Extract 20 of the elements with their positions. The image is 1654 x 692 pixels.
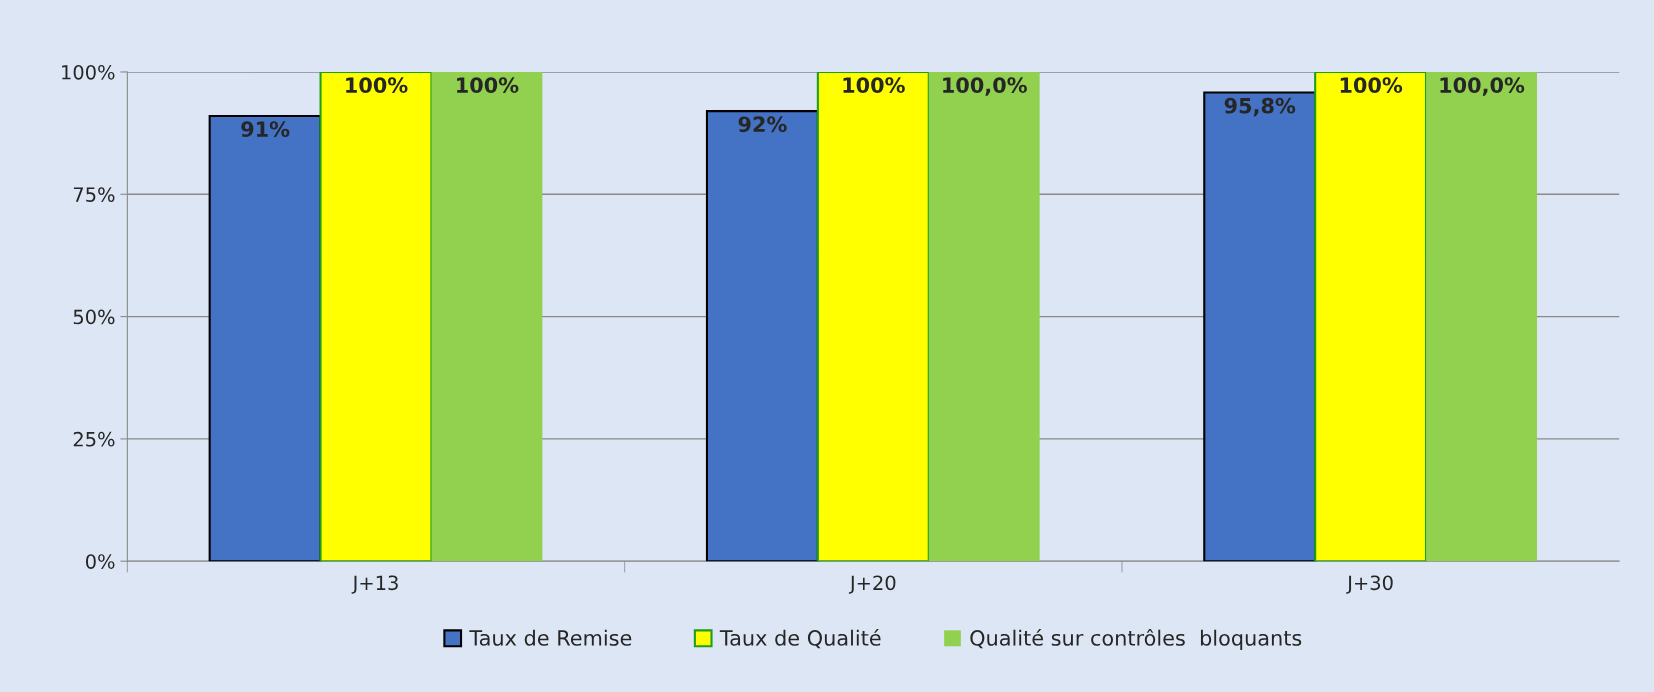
y-tick-label: 25% xyxy=(73,431,115,447)
y-tick-label: 0% xyxy=(85,554,115,569)
x-tick-label: J+20 xyxy=(848,575,896,594)
legend-label: Taux de Remise xyxy=(469,629,632,646)
data-label: 100% xyxy=(457,77,519,93)
data-label: 100,0% xyxy=(943,77,1027,96)
data-label: 100,0% xyxy=(1440,77,1525,96)
legend-label: Taux de Qualité xyxy=(719,628,881,649)
data-label: 91% xyxy=(241,121,290,138)
data-label: 100% xyxy=(843,77,905,93)
x-tick-label: J+13 xyxy=(351,575,398,594)
legend-label: Qualité sur contrôles bloquants xyxy=(970,628,1302,650)
data-label: 100% xyxy=(1340,77,1403,93)
y-tick-label: 50% xyxy=(73,309,115,325)
x-tick-label: J+30 xyxy=(1346,575,1393,594)
data-label: 100% xyxy=(346,77,408,93)
y-tick-label: 75% xyxy=(73,187,115,202)
data-label: 95,8% xyxy=(1224,97,1296,117)
y-tick-label: 100% xyxy=(62,64,115,80)
data-label: 92% xyxy=(738,116,787,133)
